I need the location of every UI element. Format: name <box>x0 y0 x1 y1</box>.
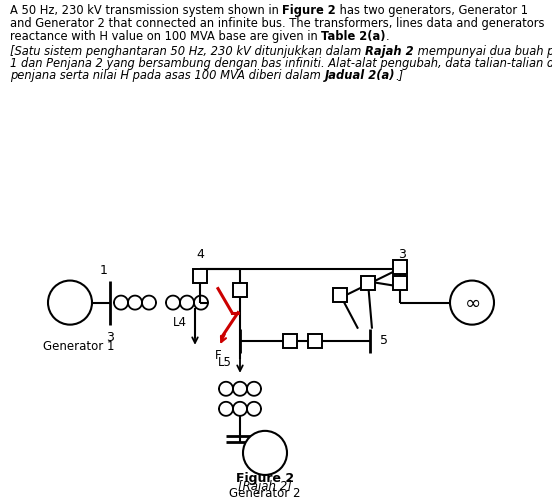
Text: Jadual 2(a): Jadual 2(a) <box>325 69 395 82</box>
Text: [Rajah 2]: [Rajah 2] <box>238 480 292 493</box>
Text: L4: L4 <box>173 316 187 329</box>
Circle shape <box>243 431 287 475</box>
Circle shape <box>450 281 494 325</box>
Text: L5: L5 <box>218 356 232 369</box>
Text: 4: 4 <box>196 247 204 261</box>
Text: penjana serta nilai H pada asas 100 MVA diberi dalam: penjana serta nilai H pada asas 100 MVA … <box>10 69 325 82</box>
Text: .]: .] <box>395 69 403 82</box>
Circle shape <box>48 281 92 325</box>
Text: 1: 1 <box>100 264 108 277</box>
Text: Figure 2: Figure 2 <box>283 4 336 17</box>
Text: 1 dan Penjana 2 yang bersambung dengan bas infiniti. Alat-alat pengubah, data ta: 1 dan Penjana 2 yang bersambung dengan b… <box>10 57 552 70</box>
Text: mempunyai dua buah penjana, Penjana: mempunyai dua buah penjana, Penjana <box>413 45 552 58</box>
Text: 2: 2 <box>258 432 266 445</box>
Bar <box>283 334 297 348</box>
Bar <box>193 269 207 283</box>
Text: A 50 Hz, 230 kV transmission system shown in: A 50 Hz, 230 kV transmission system show… <box>10 4 283 17</box>
Text: 3: 3 <box>106 331 114 344</box>
Text: Figure 2: Figure 2 <box>236 472 294 485</box>
Text: [Satu sistem penghantaran 50 Hz, 230 kV ditunjukkan dalam: [Satu sistem penghantaran 50 Hz, 230 kV … <box>10 45 365 58</box>
Text: $\infty$: $\infty$ <box>464 293 480 312</box>
Bar <box>233 283 247 297</box>
Text: Generator 1: Generator 1 <box>43 340 114 353</box>
Bar <box>308 334 322 348</box>
Text: 3: 3 <box>398 247 406 261</box>
Text: 5: 5 <box>380 334 388 347</box>
Bar <box>393 276 407 290</box>
Text: Table 2(a): Table 2(a) <box>321 30 386 43</box>
Bar <box>393 260 407 274</box>
Text: Rajah 2: Rajah 2 <box>365 45 413 58</box>
Text: F: F <box>215 349 221 362</box>
Text: has two generators, Generator 1: has two generators, Generator 1 <box>336 4 528 17</box>
Text: reactance with H value on 100 MVA base are given in: reactance with H value on 100 MVA base a… <box>10 30 321 43</box>
Text: Generator 2: Generator 2 <box>229 487 301 500</box>
Text: and Generator 2 that connected an infinite bus. The transformers, lines data and: and Generator 2 that connected an infini… <box>10 17 544 30</box>
Bar <box>333 288 347 302</box>
Text: .: . <box>386 30 390 43</box>
Bar <box>361 276 375 290</box>
